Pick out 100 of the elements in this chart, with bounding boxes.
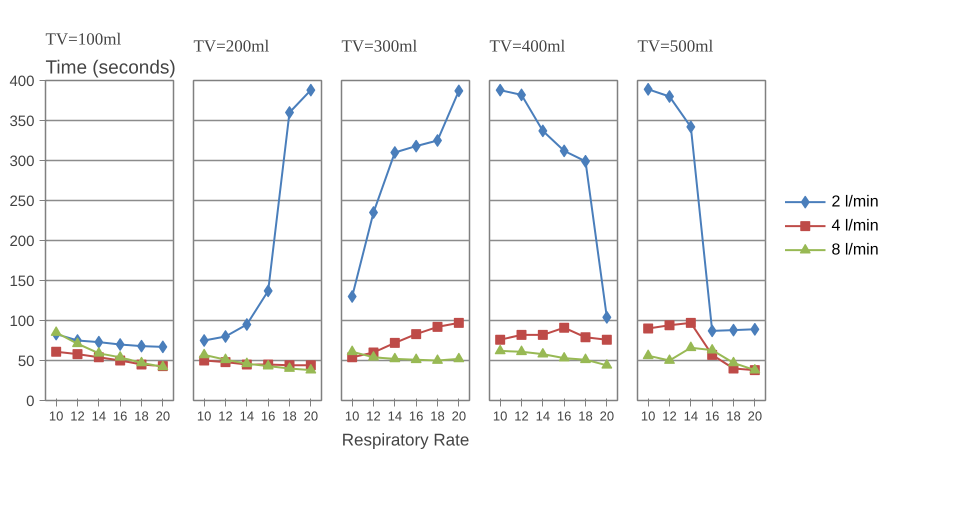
point bbox=[494, 344, 506, 354]
point bbox=[686, 318, 696, 328]
point bbox=[664, 354, 675, 364]
point bbox=[346, 345, 358, 356]
point bbox=[242, 318, 252, 331]
point bbox=[750, 322, 760, 336]
point bbox=[495, 334, 506, 345]
point bbox=[198, 348, 210, 358]
point bbox=[93, 347, 104, 357]
x-tick-label: 20 bbox=[748, 408, 762, 424]
point bbox=[432, 354, 443, 364]
legend-label: 4 l/min bbox=[832, 218, 879, 235]
point bbox=[94, 336, 104, 349]
x-tick-label: 14 bbox=[92, 408, 106, 424]
point bbox=[558, 352, 570, 362]
x-axis-title: Respiratory Rate bbox=[342, 430, 470, 450]
chart-title: TV=400ml bbox=[490, 36, 566, 56]
point bbox=[537, 348, 548, 358]
y-tick-label: 100 bbox=[9, 313, 35, 330]
point bbox=[411, 329, 422, 340]
x-tick-label: 18 bbox=[578, 408, 593, 424]
x-tick-label: 18 bbox=[430, 408, 445, 424]
x-tick-label: 18 bbox=[726, 408, 741, 424]
chart-title: TV=300ml bbox=[342, 36, 418, 56]
point bbox=[496, 84, 505, 97]
point bbox=[114, 351, 126, 361]
point bbox=[559, 322, 570, 333]
x-tick-label: 14 bbox=[240, 408, 254, 424]
point bbox=[136, 356, 147, 366]
x-tick-label: 20 bbox=[304, 408, 318, 424]
point bbox=[664, 320, 674, 330]
x-tick-label: 10 bbox=[344, 408, 360, 424]
point bbox=[453, 352, 464, 362]
y-tick-label: 150 bbox=[9, 273, 35, 290]
point bbox=[306, 84, 316, 97]
point bbox=[200, 334, 209, 347]
point bbox=[51, 346, 62, 357]
y-tick-label: 250 bbox=[9, 193, 35, 210]
point bbox=[432, 322, 442, 332]
x-tick-label: 10 bbox=[196, 408, 212, 424]
point bbox=[241, 357, 252, 368]
point bbox=[368, 351, 379, 361]
point bbox=[686, 120, 696, 134]
point bbox=[580, 332, 590, 342]
x-tick-label: 16 bbox=[556, 408, 572, 424]
x-tick-label: 18 bbox=[282, 408, 297, 424]
point bbox=[728, 356, 739, 366]
point bbox=[538, 124, 548, 138]
point bbox=[72, 349, 82, 360]
point bbox=[389, 352, 400, 362]
point bbox=[348, 290, 357, 303]
point bbox=[116, 338, 125, 351]
x-tick-label: 16 bbox=[112, 408, 128, 424]
x-tick-label: 12 bbox=[514, 408, 529, 424]
point bbox=[158, 340, 168, 354]
point bbox=[264, 284, 273, 298]
x-tick-label: 10 bbox=[492, 408, 508, 424]
point bbox=[516, 345, 527, 356]
point bbox=[516, 330, 526, 340]
x-tick-label: 10 bbox=[640, 408, 656, 424]
y-tick-label: 350 bbox=[9, 113, 35, 130]
point bbox=[644, 82, 653, 96]
legend-label: 2 l/min bbox=[832, 194, 879, 211]
chart-title: TV=200ml bbox=[194, 36, 270, 56]
point bbox=[602, 334, 612, 345]
x-tick-label: 12 bbox=[662, 408, 677, 424]
point bbox=[685, 341, 696, 352]
y-tick-label: 50 bbox=[18, 353, 35, 370]
point bbox=[454, 318, 464, 328]
x-tick-label: 16 bbox=[704, 408, 720, 424]
point bbox=[706, 344, 718, 354]
chart-title: TV=100ml bbox=[46, 30, 122, 48]
x-tick-label: 10 bbox=[48, 408, 64, 424]
point bbox=[454, 84, 464, 98]
point bbox=[580, 353, 591, 364]
point bbox=[390, 146, 400, 159]
point bbox=[602, 310, 612, 324]
x-tick-label: 12 bbox=[366, 408, 381, 424]
y-tick-label: 300 bbox=[9, 153, 35, 170]
chart-title: TV=500ml bbox=[638, 36, 714, 56]
x-tick-label: 20 bbox=[452, 408, 466, 424]
y-tick-label: 400 bbox=[9, 73, 35, 90]
point bbox=[390, 338, 400, 348]
x-tick-label: 14 bbox=[536, 408, 550, 424]
x-tick-label: 16 bbox=[408, 408, 424, 424]
point bbox=[410, 353, 422, 364]
y-tick-label: 200 bbox=[9, 233, 35, 250]
point bbox=[412, 140, 421, 153]
point bbox=[560, 144, 569, 158]
point bbox=[72, 337, 83, 348]
point bbox=[538, 330, 548, 340]
x-tick-label: 20 bbox=[156, 408, 170, 424]
point bbox=[643, 324, 654, 334]
x-tick-label: 12 bbox=[70, 408, 85, 424]
point bbox=[642, 349, 654, 360]
y-axis-title: Time (seconds) bbox=[46, 58, 176, 78]
x-tick-label: 18 bbox=[134, 408, 149, 424]
x-tick-label: 12 bbox=[218, 408, 233, 424]
point bbox=[220, 353, 231, 364]
x-tick-label: 14 bbox=[388, 408, 402, 424]
